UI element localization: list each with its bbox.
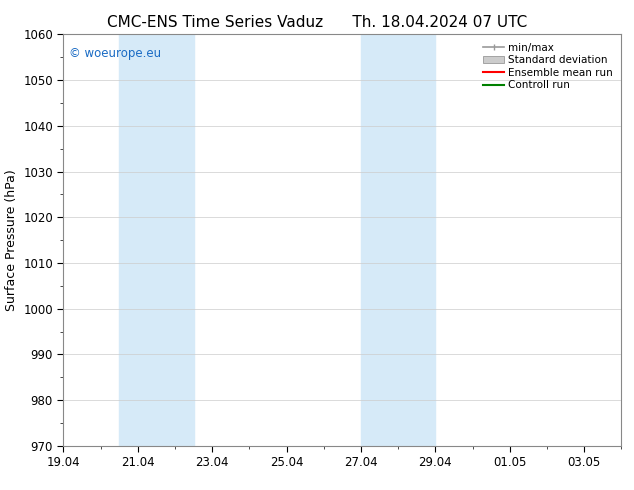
Bar [361,34,436,446]
Text: © woeurope.eu: © woeurope.eu [69,47,161,60]
Legend: min/max, Standard deviation, Ensemble mean run, Controll run: min/max, Standard deviation, Ensemble me… [480,40,616,94]
Y-axis label: Surface Pressure (hPa): Surface Pressure (hPa) [4,169,18,311]
Text: CMC-ENS Time Series Vaduz      Th. 18.04.2024 07 UTC: CMC-ENS Time Series Vaduz Th. 18.04.2024… [107,15,527,30]
Bar [119,34,193,446]
